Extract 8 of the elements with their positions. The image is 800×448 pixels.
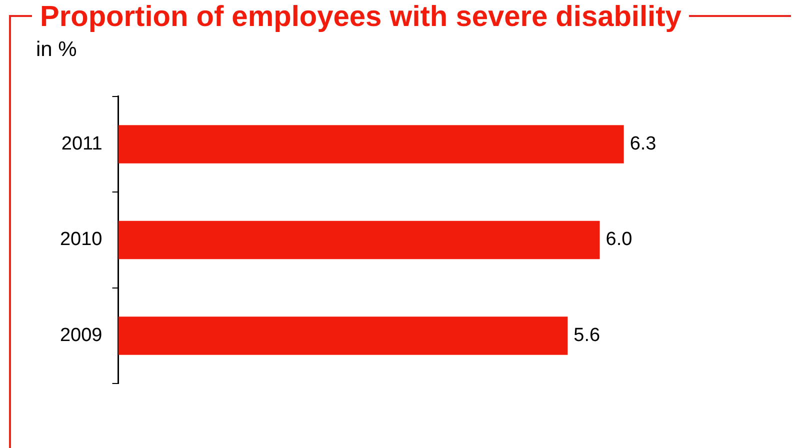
y-tick-label: 2009 xyxy=(60,324,102,346)
chart-subtitle: in % xyxy=(36,38,77,62)
chart-title: Proportion of employees with severe disability xyxy=(32,0,690,34)
data-label: 5.6 xyxy=(574,324,600,346)
data-label: 6.3 xyxy=(630,134,656,154)
y-tick-label: 2010 xyxy=(60,229,102,250)
y-tick-label: 2011 xyxy=(61,134,102,154)
data-label: 6.0 xyxy=(606,229,632,250)
